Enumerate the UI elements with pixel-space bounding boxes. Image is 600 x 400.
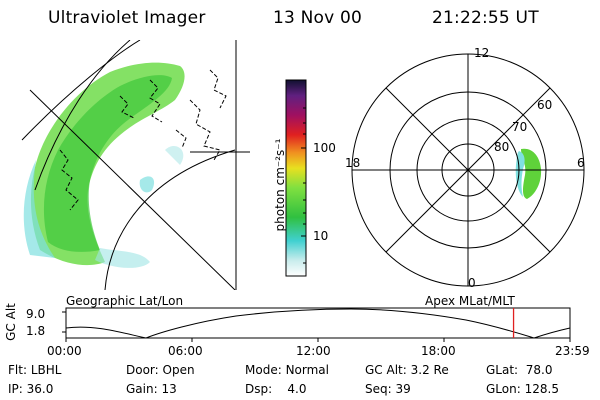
mlt-label-6: 6 xyxy=(577,156,585,170)
polar-plot xyxy=(351,53,585,287)
colorbar-tick-10: 10 xyxy=(313,229,329,243)
colorbar xyxy=(285,79,307,277)
door-value: Open xyxy=(162,363,195,377)
y-tick-1-8: 1.8 xyxy=(26,324,46,338)
time-label: 21:22:55 UT xyxy=(432,8,539,28)
seq-value: 39 xyxy=(395,382,411,396)
filter-label: Flt: LBHL xyxy=(8,363,62,377)
mlt-label-12: 12 xyxy=(474,46,490,60)
polar-grid xyxy=(351,53,585,287)
altitude-curve xyxy=(65,308,571,339)
x-tick-1200: 12:00 xyxy=(296,344,331,358)
altitude-timeline xyxy=(62,307,571,342)
y-tick-9: 9.0 xyxy=(26,307,46,321)
gc-alt-axis-label: GC Alt xyxy=(4,303,18,341)
x-tick-1800: 18:00 xyxy=(421,344,456,358)
mlat-label-70: 70 xyxy=(512,120,528,134)
colorbar-tick-100: 100 xyxy=(313,141,336,155)
geographic-lat-lon-title: Geographic Lat/Lon xyxy=(66,294,184,308)
dsp-value: 4.0 xyxy=(287,382,307,396)
glat-value: 78.0 xyxy=(525,363,553,377)
apex-mlat-mlt-title: Apex MLat/MLT xyxy=(425,294,515,308)
geographic-map xyxy=(21,40,250,290)
lat-lon-grid xyxy=(21,40,250,290)
x-tick-0000: 00:00 xyxy=(47,344,82,358)
mlt-label-18: 18 xyxy=(345,156,361,170)
instrument-title: Ultraviolet Imager xyxy=(48,8,206,28)
coastlines xyxy=(59,69,227,211)
x-tick-2359: 23:59 xyxy=(555,344,590,358)
glon-label: GLon: 128.5 xyxy=(486,382,559,396)
door-label: Door: Open xyxy=(126,363,195,377)
mlt-label-0: 0 xyxy=(468,276,476,290)
mode-value: Normal xyxy=(285,363,329,377)
dsp-label: Dsp: 4.0 xyxy=(245,382,307,396)
x-tick-0600: 06:00 xyxy=(168,344,203,358)
mlat-label-60: 60 xyxy=(537,98,553,112)
mlat-label-80: 80 xyxy=(494,140,510,154)
colorbar-unit-label: photon cm⁻²s⁻¹ xyxy=(273,138,287,232)
date-label: 13 Nov 00 xyxy=(273,8,363,28)
gc-alt-value: 3.2 Re xyxy=(410,363,449,377)
seq-label: Seq: 39 xyxy=(365,382,411,396)
gc-alt-label: GC Alt: 3.2 Re xyxy=(365,363,449,377)
ip-label: IP: 36.0 xyxy=(8,382,54,396)
filter-value: LBHL xyxy=(30,363,62,377)
gain-label: Gain: 13 xyxy=(126,382,177,396)
mode-label: Mode: Normal xyxy=(245,363,329,377)
aurora-emission-geo xyxy=(23,62,185,268)
glon-value: 128.5 xyxy=(524,382,559,396)
gain-value: 13 xyxy=(161,382,177,396)
glat-label: GLat: 78.0 xyxy=(486,363,553,377)
aurora-emission-polar xyxy=(515,148,542,199)
ip-value: 36.0 xyxy=(26,382,54,396)
